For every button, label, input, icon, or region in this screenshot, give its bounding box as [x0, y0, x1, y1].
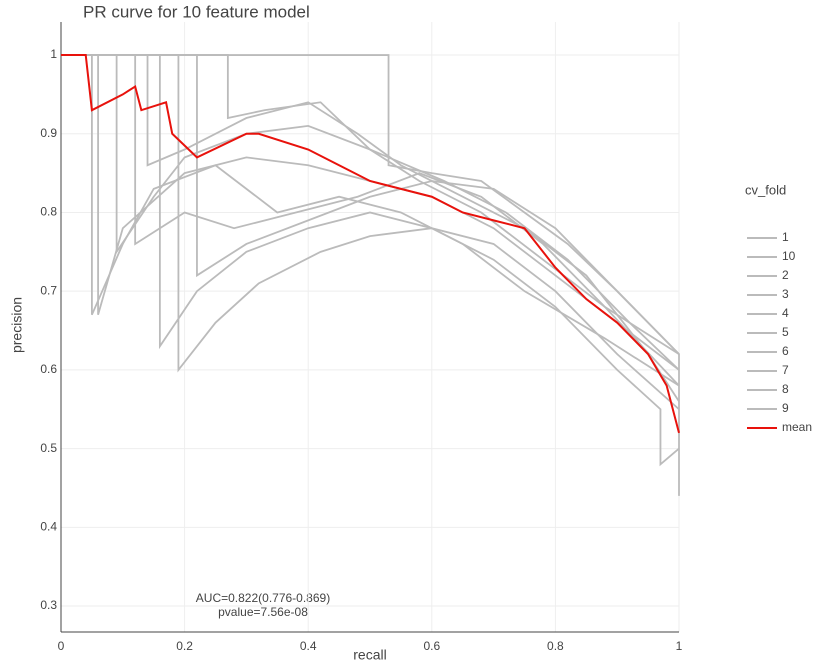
legend-label: 7	[782, 363, 789, 377]
legend-label: 6	[782, 344, 789, 358]
pr-line	[61, 54, 680, 371]
y-tick-label: 0.8	[40, 205, 57, 219]
y-tick-label: 0.5	[40, 441, 57, 455]
y-axis-label: precision	[9, 297, 25, 353]
x-tick-label: 0.4	[300, 639, 317, 653]
legend-label: 1	[782, 230, 789, 244]
legend-label: 2	[782, 268, 789, 282]
y-tick-label: 0.3	[40, 598, 57, 612]
x-tick-label: 0.8	[547, 639, 564, 653]
legend-label: 3	[782, 287, 789, 301]
pr-line	[61, 54, 680, 387]
pr-line	[61, 54, 680, 387]
annotation: AUC=0.822(0.776-0.869)	[196, 591, 330, 605]
y-tick-label: 0.4	[40, 519, 57, 533]
legend-label: mean	[782, 420, 812, 434]
annotation: pvalue=7.56e-08	[218, 605, 308, 619]
pr-line	[61, 54, 680, 434]
legend-title: cv_fold	[745, 182, 786, 197]
x-axis-label: recall	[353, 647, 386, 663]
legend-label: 10	[782, 249, 796, 263]
legend-label: 8	[782, 382, 789, 396]
x-tick-label: 0	[58, 639, 65, 653]
y-tick-label: 0.9	[40, 126, 57, 140]
legend-label: 9	[782, 401, 789, 415]
pr-line	[61, 54, 680, 467]
pr-line	[61, 54, 680, 371]
x-tick-label: 0.6	[423, 639, 440, 653]
x-tick-label: 1	[676, 639, 683, 653]
pr-line	[61, 54, 680, 402]
legend-label: 5	[782, 325, 789, 339]
y-tick-label: 0.7	[40, 283, 57, 297]
y-tick-label: 0.6	[40, 362, 57, 376]
y-tick-label: 1	[50, 47, 57, 61]
chart-title: PR curve for 10 feature model	[83, 2, 310, 21]
legend-label: 4	[782, 306, 789, 320]
x-tick-label: 0.2	[176, 639, 193, 653]
